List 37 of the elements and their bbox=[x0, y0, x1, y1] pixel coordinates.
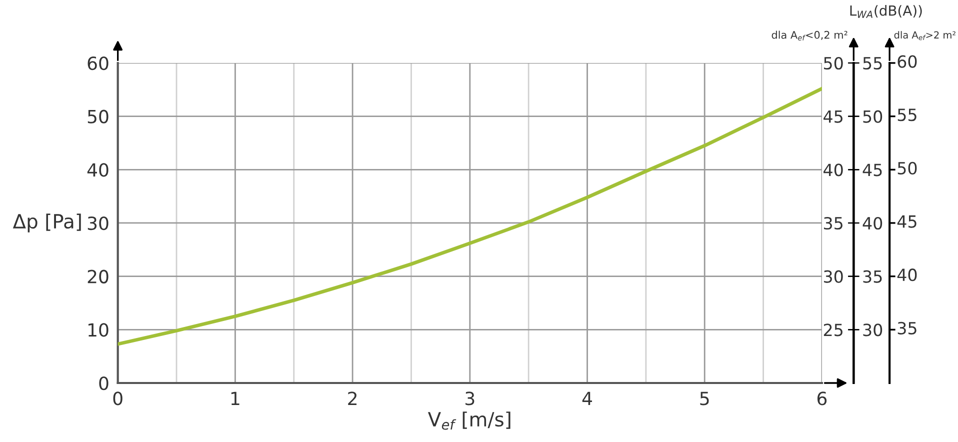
y-axis-title: Δp [Pa] bbox=[12, 214, 81, 232]
y3-tick-label: 50 bbox=[863, 110, 882, 123]
text: dla A$_{ef}$>2 m² bbox=[894, 31, 956, 40]
y-tick-label: 30 bbox=[88, 216, 108, 230]
y3-tick-label: 45 bbox=[862, 164, 882, 176]
y-tick-label: 20 bbox=[88, 270, 108, 284]
y2-tick-label: 30 bbox=[824, 270, 843, 283]
y2-tick-label: 40 bbox=[824, 164, 843, 176]
x-tick-label: 0 bbox=[113, 392, 122, 406]
x-tick-label: 1 bbox=[231, 392, 240, 406]
text: 35 bbox=[898, 322, 916, 334]
y2-axis-title: L$_{WA}$(dB(A)) bbox=[850, 5, 922, 18]
y3-tick-label: 35 bbox=[863, 270, 882, 283]
text: 50 bbox=[898, 162, 917, 174]
y3-tick-label: 55 bbox=[863, 57, 882, 70]
y3-tick-label: 30 bbox=[863, 324, 882, 336]
y-tick-label: 60 bbox=[88, 56, 108, 70]
x-tick-label: 4 bbox=[582, 392, 592, 406]
x-tick-label: 6 bbox=[817, 392, 827, 406]
y2-tick-label: 50 bbox=[824, 56, 843, 70]
y2-tick-label: 35 bbox=[824, 216, 842, 230]
y-tick-label: 40 bbox=[87, 163, 108, 177]
text: 60 bbox=[898, 55, 917, 68]
x-axis-title: V$_{ef}$ [m/s] bbox=[428, 412, 510, 430]
text: 40 bbox=[897, 268, 917, 282]
text: 45 bbox=[897, 215, 916, 228]
text: 55 bbox=[898, 108, 916, 122]
y-tick-label: 50 bbox=[88, 110, 108, 124]
y3-tick-label: 40 bbox=[862, 216, 882, 230]
y-tick-label: 10 bbox=[88, 323, 108, 337]
x-tick-label: 2 bbox=[348, 392, 356, 406]
y-tick-label: 0 bbox=[99, 376, 108, 390]
x-tick-label: 3 bbox=[466, 392, 474, 406]
y2-tick-label: 45 bbox=[824, 110, 842, 123]
y2-tick-label: 25 bbox=[824, 324, 842, 336]
x-tick-label: 5 bbox=[700, 392, 709, 406]
y3-axis-title: dla A$_{ef}$<0,2 m² bbox=[772, 30, 848, 40]
